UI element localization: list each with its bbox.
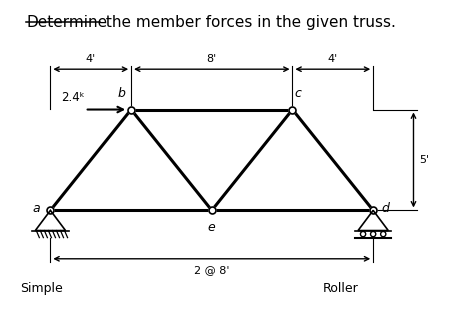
Text: 4': 4' [328,54,338,64]
Text: 4': 4' [86,54,96,64]
Text: 2.4ᵏ: 2.4ᵏ [61,91,84,105]
Text: 2 @ 8': 2 @ 8' [194,265,229,275]
Text: Simple: Simple [20,282,63,295]
Text: c: c [294,87,301,100]
Text: 8': 8' [207,54,217,64]
Text: b: b [117,87,125,100]
Text: a: a [33,202,40,215]
Text: d: d [381,202,389,215]
Text: 5': 5' [419,155,429,165]
Text: e: e [208,221,216,235]
Text: Determine: Determine [26,15,107,30]
Text: the member forces in the given truss.: the member forces in the given truss. [101,15,396,30]
Text: Roller: Roller [323,282,358,295]
